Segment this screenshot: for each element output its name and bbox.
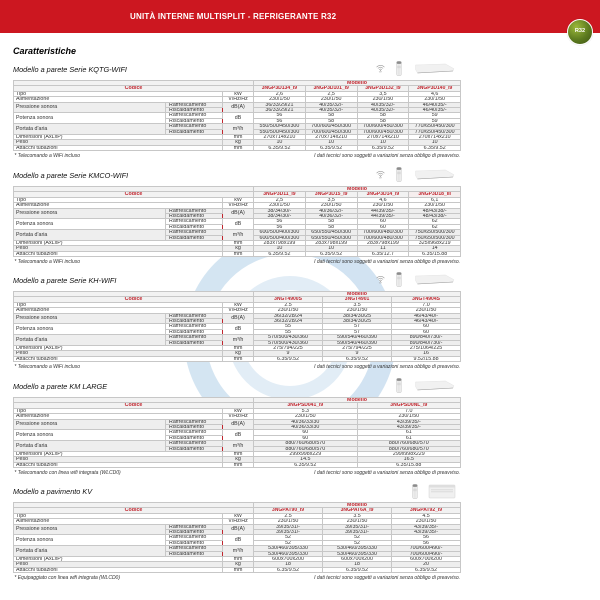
svg-text:WiFi: WiFi — [379, 178, 383, 179]
svg-text:WiFi: WiFi — [379, 72, 383, 73]
svg-text:WiFi: WiFi — [379, 283, 383, 284]
